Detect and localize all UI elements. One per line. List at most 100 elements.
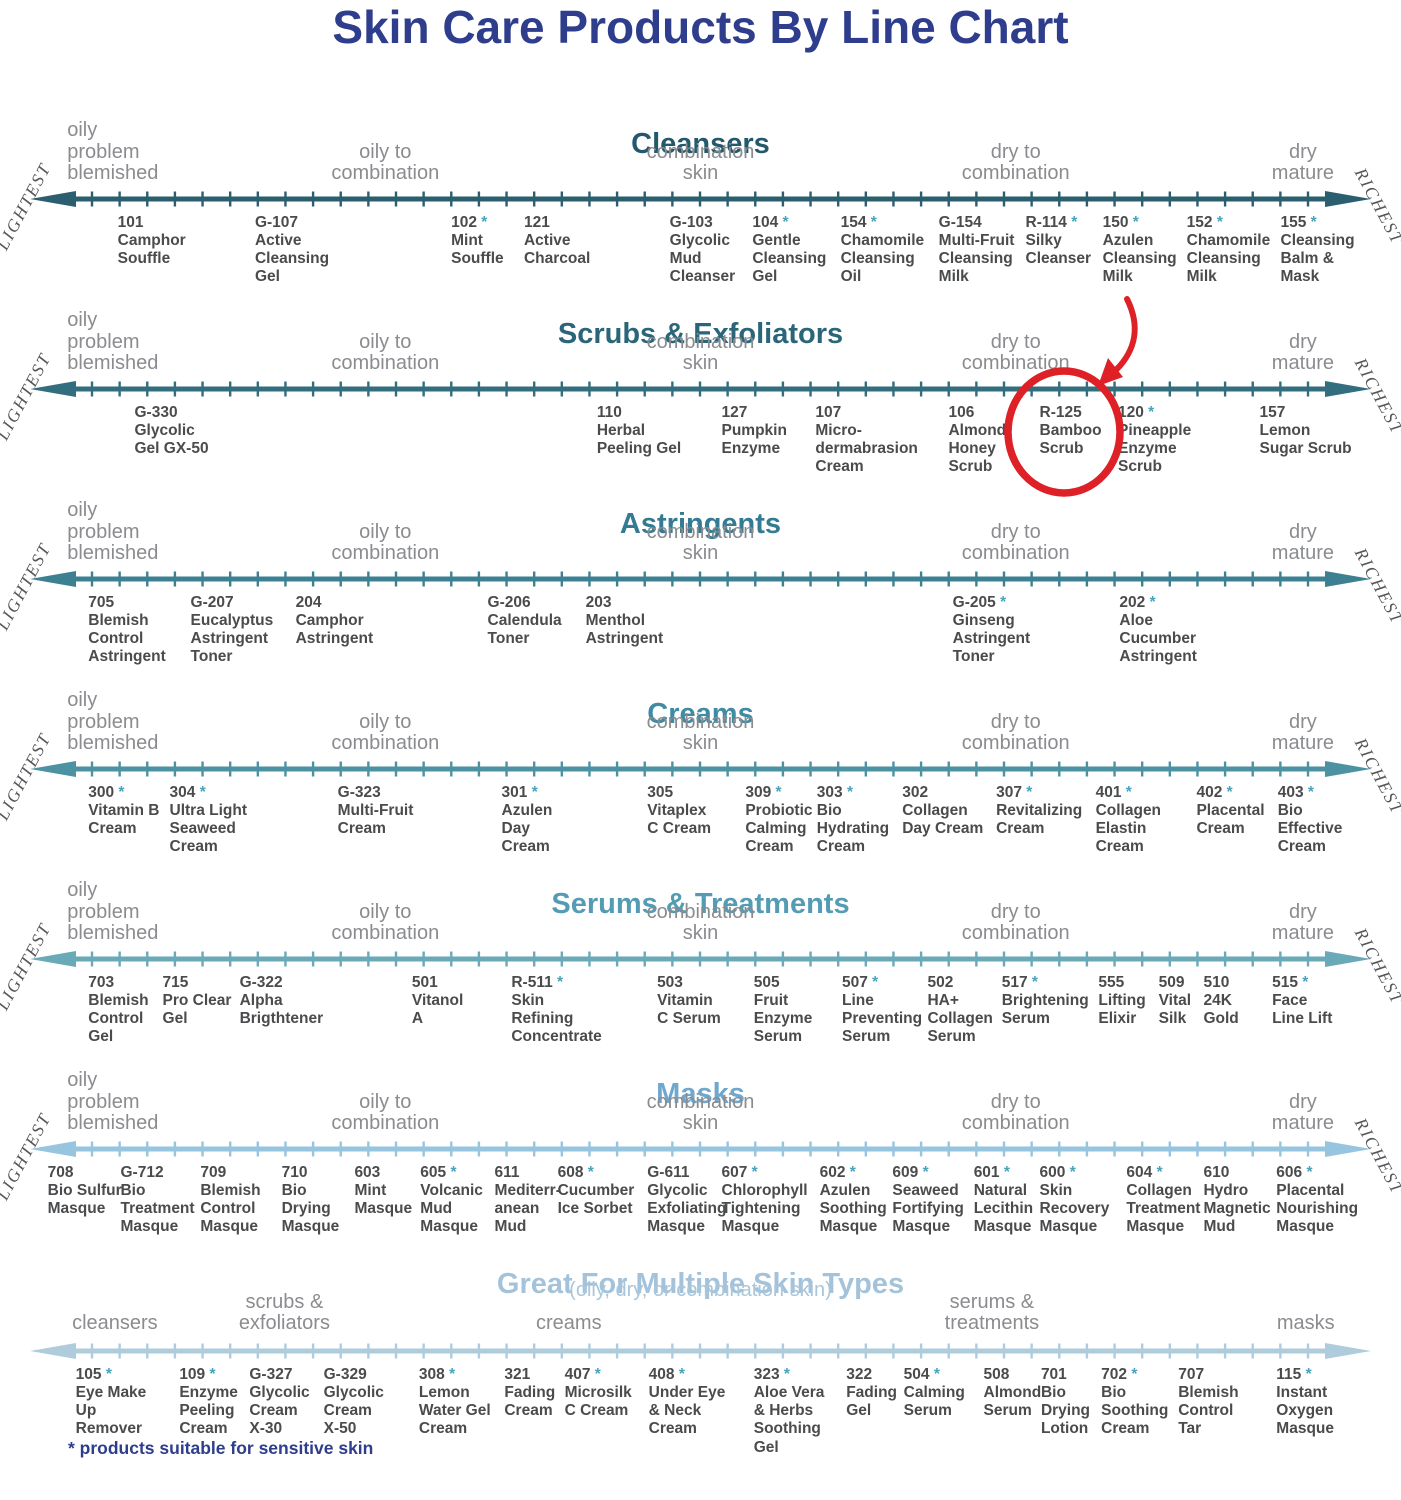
skin-type-label: dry mature <box>1271 520 1335 564</box>
product-name-line: Cream <box>996 820 1045 838</box>
product-name-line: Collagen <box>902 802 968 820</box>
product-name-line: Treatment <box>120 1200 195 1218</box>
product-name-line: Almond <box>983 1384 1042 1402</box>
product-entry: 109 * Enzyme Peeling Cream <box>179 1366 238 1439</box>
product-code: G-611 <box>647 1164 690 1181</box>
product-name-line: Cream <box>249 1402 298 1420</box>
product-name-line: Milk <box>938 268 969 286</box>
product-name-line: Soothing <box>753 1420 821 1438</box>
skin-type-label: dry to combination <box>961 330 1070 374</box>
product-code: 602 * <box>819 1164 856 1181</box>
product-name-line: Masque <box>281 1218 340 1236</box>
sensitive-skin-asterisk: * <box>1297 974 1309 991</box>
product-entry: 309 * Probiotic Calming Cream <box>745 784 812 857</box>
product-entry: 710 Bio Drying Masque <box>282 1164 340 1237</box>
product-name-line: Elastin <box>1095 820 1147 838</box>
product-code: 104 * <box>752 214 789 231</box>
product-name-line: Cream <box>648 1420 697 1438</box>
product-code: 307 * <box>996 784 1033 801</box>
skin-type-label: dry mature <box>1271 140 1335 184</box>
sensitive-skin-asterisk: * <box>1303 784 1314 801</box>
product-name-line: Bio <box>816 802 842 820</box>
product-name-line: Water Gel <box>418 1402 491 1420</box>
product-entry: G-103 Glycolic Mud Cleanser <box>670 214 735 287</box>
product-name-line: Toner <box>190 648 233 666</box>
sensitive-skin-asterisk: * <box>101 1366 112 1383</box>
product-name-line: Skin <box>1039 1182 1073 1200</box>
product-code: 407 * <box>564 1366 601 1383</box>
product-name-line: Probiotic <box>745 802 813 820</box>
product-code: 509 <box>1158 974 1185 991</box>
product-entry: 154 * Chamomile Cleansing Oil <box>841 214 925 287</box>
product-code: G-712 <box>120 1164 164 1181</box>
skin-type-label: combination skin <box>646 330 755 374</box>
product-name-line: Masque <box>1126 1218 1185 1236</box>
product-name-line: Placental <box>1276 1182 1345 1200</box>
product-entry: 305 Vitaplex C Cream <box>647 784 711 838</box>
product-name-line: Blemish <box>88 992 149 1010</box>
product-entry: 607 * Chlorophyll Tightening Masque <box>722 1164 808 1237</box>
sensitive-skin-asterisk: * <box>1302 1164 1313 1181</box>
product-name-line: Seaweed <box>892 1182 959 1200</box>
axis-arrow <box>30 571 1371 587</box>
product-entry: 715 Pro Clear Gel <box>163 974 232 1028</box>
product-name-line: Bamboo <box>1039 422 1102 440</box>
product-code: 505 <box>753 974 780 991</box>
product-name-line: Cleanser <box>1025 250 1092 268</box>
product-entry: 106 Almond Honey Scrub <box>948 404 1006 477</box>
product-entry: G-327 Glycolic Cream X-30 <box>249 1366 309 1439</box>
sensitive-skin-asterisk: * <box>1212 214 1223 231</box>
product-name-line: Lemon <box>418 1384 470 1402</box>
product-code: 607 * <box>721 1164 758 1181</box>
product-name-line: Serum <box>927 1028 976 1046</box>
product-name-line: Cream <box>815 458 864 476</box>
product-name-line: Lifting <box>1098 992 1146 1010</box>
product-name-line: Astringent <box>88 648 166 666</box>
product-name-line: Oxygen <box>1276 1402 1334 1420</box>
product-entry: 308 * Lemon Water Gel Cream <box>419 1366 491 1439</box>
product-code: 517 * <box>1001 974 1038 991</box>
product-line-section-serums-treatments: Serums & Treatments oily problem blemished… <box>0 860 1401 1050</box>
product-name-line: Silky <box>1025 232 1062 250</box>
section-title: Great For Multiple Skin Types <box>496 1268 905 1301</box>
product-name-line: Revitalizing <box>996 802 1083 820</box>
product-name-line: Glycolic <box>323 1384 384 1402</box>
sensitive-skin-asterisk: * <box>778 214 789 231</box>
product-name-line: Masque <box>892 1218 951 1236</box>
product-code: 323 * <box>753 1366 790 1383</box>
skin-type-label: cleansers <box>72 1311 158 1334</box>
product-entry: G-107 Active Cleansing Gel <box>255 214 329 287</box>
product-name-line: Cream <box>179 1420 228 1438</box>
product-name-line: Fading <box>504 1384 556 1402</box>
product-name-line: Magnetic <box>1203 1200 1271 1218</box>
product-entry: 407 * Microsilk C Cream <box>565 1366 632 1420</box>
product-entry: 402 * Placental Cream <box>1196 784 1264 838</box>
product-name-line: Blemish <box>88 612 149 630</box>
sensitive-skin-asterisk: * <box>867 974 879 991</box>
product-name-line: Calendula <box>487 612 562 630</box>
product-name-line: Drying <box>281 1200 331 1218</box>
sensitive-skin-asterisk: * <box>999 1164 1010 1181</box>
product-line-section-masks: Masks oily problem blemished oily to combina… <box>0 1050 1401 1240</box>
product-name-line: Cleansing <box>938 250 1013 268</box>
product-name-line: Face <box>1272 992 1308 1010</box>
product-entry: 204 Camphor Astringent <box>296 594 374 648</box>
product-code: 107 <box>815 404 842 421</box>
product-entry: 604 * Collagen Treatment Masque <box>1126 1164 1200 1237</box>
sensitive-skin-asterisk: * <box>114 784 125 801</box>
product-entry: 610 Hydro Magnetic Mud <box>1203 1164 1270 1237</box>
skin-type-label: dry mature <box>1271 330 1335 374</box>
sensitive-skin-asterisk: * <box>1145 594 1156 611</box>
product-name-line: Serum <box>903 1402 952 1420</box>
product-entry: 300 * Vitamin B Cream <box>88 784 159 838</box>
sensitive-skin-asterisk: * <box>583 1164 594 1181</box>
skin-type-label: oily problem blemished <box>67 689 159 754</box>
product-entry: 115 * Instant Oxygen Masque <box>1276 1366 1334 1439</box>
product-code: R-125 <box>1039 404 1082 421</box>
product-name-line: Menthol <box>585 612 646 630</box>
product-name-line: Vitamin B <box>88 802 160 820</box>
product-name-line: Pineapple <box>1117 422 1192 440</box>
sensitive-skin-asterisk: * <box>1027 974 1038 991</box>
product-name-line: Fruit <box>753 992 789 1010</box>
product-name-line: dermabrasion <box>815 440 918 458</box>
